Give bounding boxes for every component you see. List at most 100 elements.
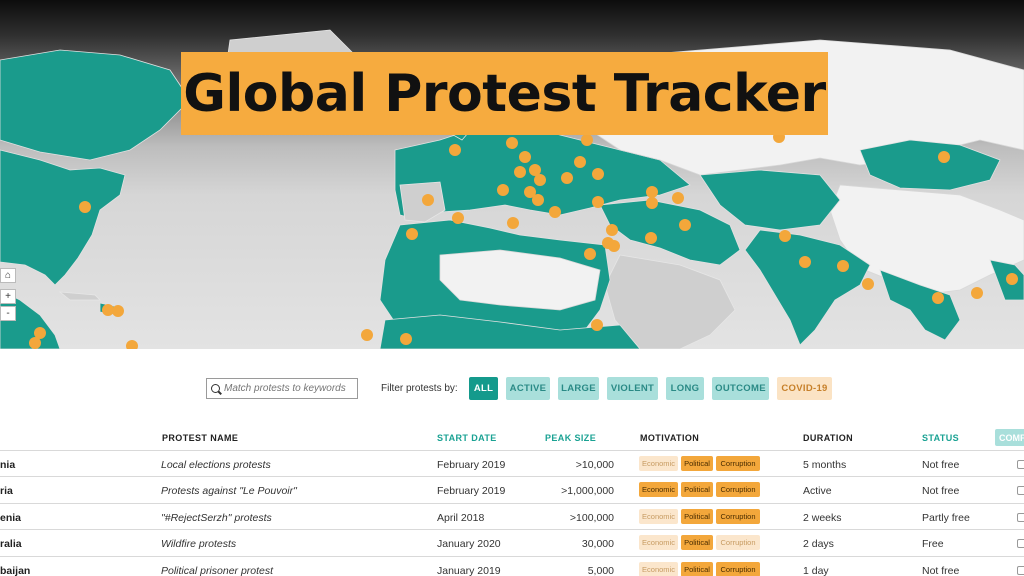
zoom-in-button[interactable]: +	[0, 289, 16, 304]
middle-east-land	[599, 199, 741, 266]
protest-dot	[102, 304, 114, 316]
corruption-tag: Corruption	[716, 456, 760, 471]
corruption-tag: Corruption	[716, 562, 760, 576]
page-title: Global Protest Tracker	[183, 63, 826, 124]
corruption-tag: Corruption	[716, 535, 760, 550]
protest-dot	[862, 278, 874, 290]
row-status: Not free	[922, 485, 960, 497]
filter-outcome-button[interactable]: OUTCOME	[712, 377, 769, 400]
compare-checkbox[interactable]	[1017, 566, 1024, 575]
row-start-date: February 2019	[437, 459, 506, 471]
protest-dot	[79, 201, 91, 213]
protest-dot	[29, 337, 41, 349]
header-start-date[interactable]: START DATE	[437, 433, 497, 443]
economic-tag: Economic	[639, 482, 678, 497]
header-peak-size[interactable]: PEAK SIZE	[545, 433, 597, 443]
row-country: enia	[0, 512, 22, 524]
title-banner: Global Protest Tracker	[181, 52, 828, 135]
table-row[interactable]: nia Local elections protests February 2019…	[0, 450, 1024, 476]
protest-map[interactable]: Global Protest Tracker ⌂ + -	[0, 0, 1024, 349]
corruption-tag: Corruption	[716, 509, 760, 524]
row-start-date: February 2019	[437, 485, 506, 497]
protest-dot	[837, 260, 849, 272]
row-country: ria	[0, 485, 13, 497]
political-tag: Political	[681, 535, 713, 550]
header-duration[interactable]: DURATION	[803, 433, 854, 443]
protest-dot	[452, 212, 464, 224]
mongolia-land	[859, 139, 1001, 191]
filter-all-button[interactable]: ALL	[469, 377, 498, 400]
row-peak-size: 30,000	[581, 538, 614, 550]
row-duration: 1 day	[803, 565, 829, 576]
row-start-date: April 2018	[437, 512, 485, 524]
filter-label: Filter protests by:	[381, 383, 458, 394]
compare-button[interactable]: COMP	[995, 429, 1024, 446]
table-row[interactable]: baijan Political prisoner protest January …	[0, 556, 1024, 576]
search-icon	[211, 384, 220, 393]
canada-land	[0, 49, 191, 161]
row-peak-size: 5,000	[587, 565, 614, 576]
protest-dot	[497, 184, 509, 196]
header-motivation[interactable]: MOTIVATION	[640, 433, 700, 443]
protest-dot	[514, 166, 526, 178]
protest-dot	[529, 164, 541, 176]
protest-dot	[606, 224, 618, 236]
search-box[interactable]	[206, 378, 358, 399]
row-start-date: January 2019	[437, 565, 501, 576]
row-status: Not free	[922, 459, 960, 471]
protest-dot	[646, 186, 658, 198]
filter-long-button[interactable]: LONG	[666, 377, 704, 400]
central-asia-land	[699, 169, 841, 231]
economic-tag: Economic	[639, 535, 678, 550]
protest-dot	[592, 196, 604, 208]
header-status[interactable]: STATUS	[922, 433, 960, 443]
economic-tag: Economic	[639, 456, 678, 471]
row-status: Not free	[922, 565, 960, 576]
zoom-out-button[interactable]: -	[0, 306, 16, 321]
compare-checkbox[interactable]	[1017, 513, 1024, 522]
compare-checkbox[interactable]	[1017, 539, 1024, 548]
protest-dot	[506, 137, 518, 149]
north-america-land	[0, 149, 126, 286]
protest-dot	[519, 151, 531, 163]
filter-active-button[interactable]: ACTIVE	[506, 377, 550, 400]
compare-checkbox[interactable]	[1017, 460, 1024, 469]
caribbean-land	[58, 291, 101, 301]
sahel-land	[379, 314, 641, 349]
arabia-land	[604, 254, 736, 349]
row-peak-size: >100,000	[569, 512, 614, 524]
protest-dot	[400, 333, 412, 345]
protest-dot	[126, 340, 138, 349]
table-row[interactable]: enia "#RejectSerzh" protests April 2018 >10…	[0, 503, 1024, 529]
protest-dot-group	[29, 131, 1018, 349]
row-duration: Active	[803, 485, 832, 497]
row-country: baijan	[0, 565, 31, 576]
protest-dot	[672, 192, 684, 204]
filter-violent-button[interactable]: VIOLENT	[607, 377, 658, 400]
row-duration: 2 weeks	[803, 512, 842, 524]
filter-covid-button[interactable]: COVID-19	[777, 377, 832, 400]
protest-dot	[679, 219, 691, 231]
home-icon[interactable]: ⌂	[0, 268, 16, 283]
protest-dot	[406, 228, 418, 240]
economic-tag: Economic	[639, 562, 678, 576]
search-input[interactable]	[224, 383, 354, 394]
political-tag: Political	[681, 562, 713, 576]
row-status: Partly free	[922, 512, 970, 524]
political-tag: Political	[681, 509, 713, 524]
table-row[interactable]: ralia Wildfire protests January 2020 30,000…	[0, 529, 1024, 555]
protest-dot	[645, 232, 657, 244]
protest-dot	[938, 151, 950, 163]
compare-checkbox[interactable]	[1017, 486, 1024, 495]
protest-dot	[422, 194, 434, 206]
protest-dot	[532, 194, 544, 206]
protest-dot	[581, 134, 593, 146]
filter-large-button[interactable]: LARGE	[558, 377, 599, 400]
sahara-land	[439, 249, 601, 311]
table-row[interactable]: ria Protests against "Le Pouvoir" February…	[0, 476, 1024, 502]
header-protest-name[interactable]: PROTEST NAME	[162, 433, 239, 443]
corruption-tag: Corruption	[716, 482, 760, 497]
protest-dot	[584, 248, 596, 260]
protest-dot	[561, 172, 573, 184]
row-protest-name: Protests against "Le Pouvoir"	[161, 485, 297, 497]
